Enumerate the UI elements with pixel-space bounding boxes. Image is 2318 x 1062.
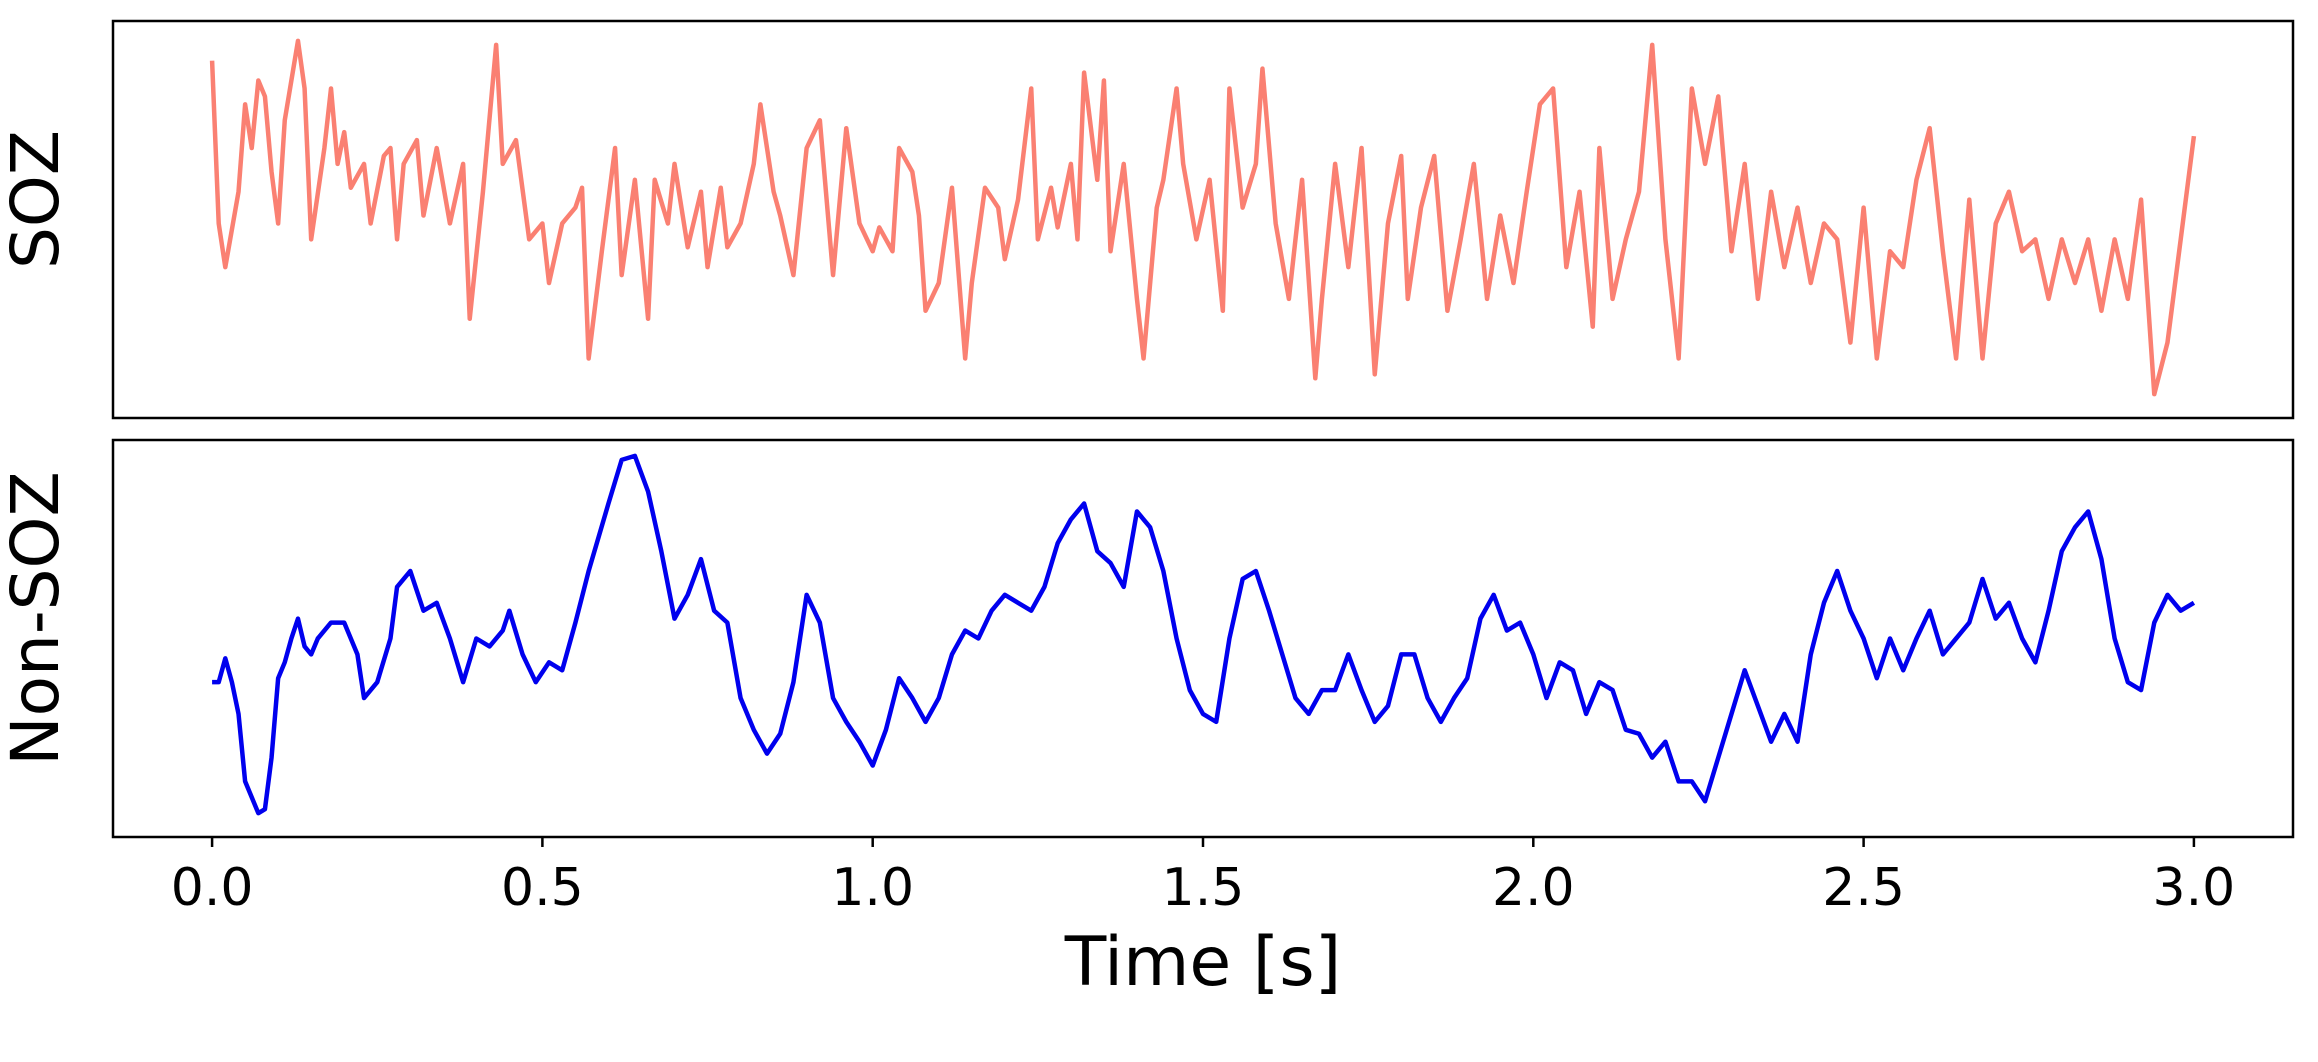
y-axis-label: Non-SOZ: [0, 471, 74, 765]
signal-line: [212, 453, 2196, 816]
axes-frame: [111, 438, 2295, 839]
x-tick-label: 0.5: [501, 858, 584, 918]
signal-line: [209, 38, 2197, 397]
x-axis-label: Time [s]: [1064, 923, 1342, 1002]
x-tick-label: 3.0: [2153, 858, 2236, 918]
x-tick-label: 2.5: [1822, 858, 1905, 918]
axes-frame: [111, 19, 2295, 420]
y-axis-label: SOZ: [0, 130, 74, 269]
x-tick-label: 1.0: [831, 858, 914, 918]
x-tick-label: 1.5: [1162, 858, 1245, 918]
x-tick-label: 0.0: [171, 858, 254, 918]
x-tick-label: 2.0: [1492, 858, 1575, 918]
